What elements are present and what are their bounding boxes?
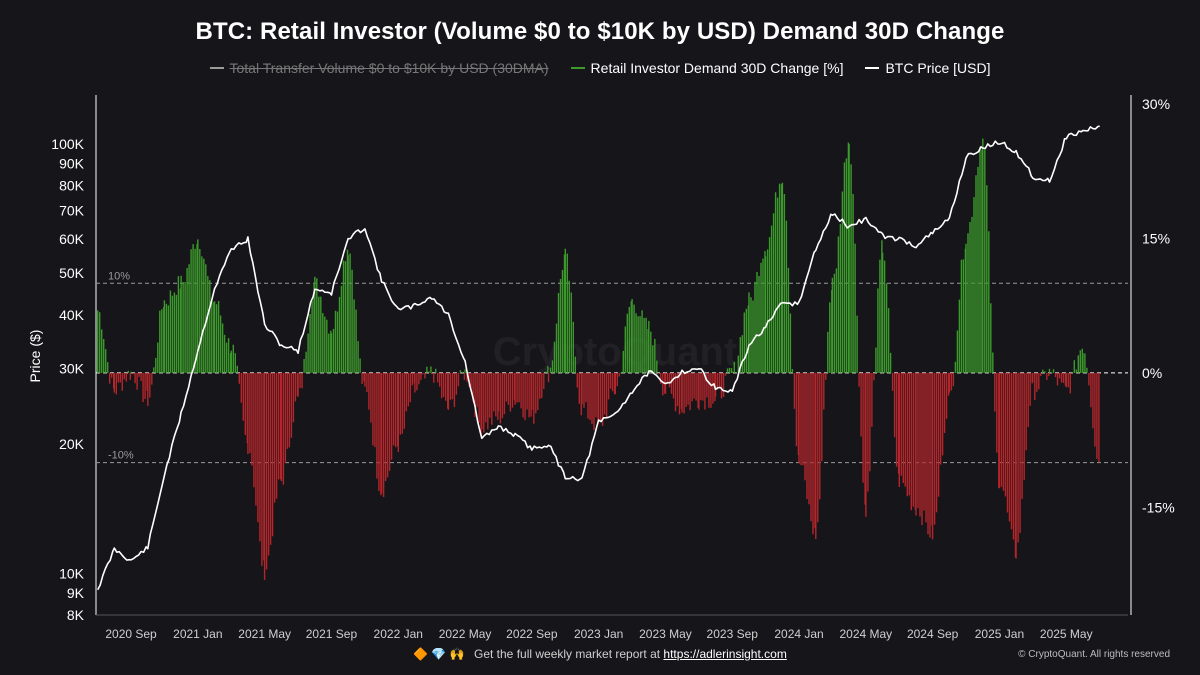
x-tick-label: 2023 May (639, 627, 692, 641)
x-tick-label: 2020 Sep (105, 627, 157, 641)
left-tick-label: 70K (59, 202, 85, 218)
legend-swatch (570, 67, 585, 69)
left-tick-label: 10K (59, 565, 85, 581)
legend-swatch (865, 67, 880, 69)
left-tick-label: 100K (51, 136, 84, 152)
reference-line-label: -10% (108, 450, 134, 462)
legend-label: BTC Price [USD] (885, 60, 991, 76)
left-tick-label: 20K (59, 436, 85, 452)
tick-labels: 8K 9K 10K 20K 30K 40K 50K 60K 70K 80K 90K 100K 30% 15… (51, 96, 1174, 641)
x-tick-label: 2025 May (1040, 627, 1093, 641)
axes (95, 95, 1132, 616)
x-tick-label: 2021 Jan (173, 627, 222, 641)
x-tick-label: 2024 May (839, 627, 892, 641)
x-tick-label: 2022 Jan (374, 627, 423, 641)
left-tick-label: 80K (59, 178, 85, 194)
left-tick-label: 60K (59, 231, 85, 247)
right-tick-label: 15% (1142, 230, 1170, 246)
left-axis-label: Price ($) (27, 330, 43, 383)
legend-item-demand-change[interactable]: Retail Investor Demand 30D Change [%] (570, 60, 844, 76)
right-tick-label: 30% (1142, 96, 1170, 112)
x-tick-label: 2024 Sep (907, 627, 959, 641)
left-tick-label: 50K (59, 265, 85, 281)
x-tick-label: 2025 Jan (975, 627, 1024, 641)
demand-series (96, 138, 1100, 580)
left-tick-label: 30K (59, 360, 85, 376)
x-tick-label: 2021 Sep (306, 627, 358, 641)
legend-item-btc-price[interactable]: BTC Price [USD] (865, 60, 990, 76)
right-tick-label: -15% (1142, 499, 1175, 515)
left-tick-label: 9K (67, 585, 85, 601)
x-tick-label: 2024 Jan (774, 627, 823, 641)
report-link[interactable]: https://adlerinsight.com (663, 647, 787, 661)
x-tick-label: 2021 May (238, 627, 291, 641)
x-tick-label: 2023 Sep (707, 627, 759, 641)
x-tick-label: 2022 May (439, 627, 492, 641)
legend-label: Retail Investor Demand 30D Change [%] (590, 60, 844, 76)
right-tick-label: 0% (1142, 365, 1162, 381)
x-tick-label: 2022 Sep (506, 627, 558, 641)
left-tick-label: 40K (59, 307, 85, 323)
legend-label: Total Transfer Volume $0 to $10K by USD … (229, 60, 549, 76)
price-series (96, 125, 1100, 591)
chart-title: BTC: Retail Investor (Volume $0 to $10K … (195, 18, 1005, 45)
watermark: CryptoQuant (493, 330, 737, 374)
footer-text: Get the full weekly market report at (474, 647, 661, 661)
reference-line-label: 10% (108, 270, 130, 282)
footer-promo: 🔶 💎 🙌 Get the full weekly market report … (0, 647, 1200, 661)
left-tick-label: 90K (59, 156, 85, 172)
diamond-icons: 🔶 💎 🙌 (413, 647, 465, 661)
legend-item-transfer-volume[interactable]: Total Transfer Volume $0 to $10K by USD … (209, 60, 549, 76)
price-line (96, 125, 1100, 591)
copyright: © CryptoQuant. All rights reserved (1018, 649, 1170, 660)
x-tick-label: 2023 Jan (574, 627, 623, 641)
legend: Total Transfer Volume $0 to $10K by USD … (0, 60, 1200, 76)
legend-swatch (209, 67, 224, 69)
left-tick-label: 8K (67, 607, 85, 623)
